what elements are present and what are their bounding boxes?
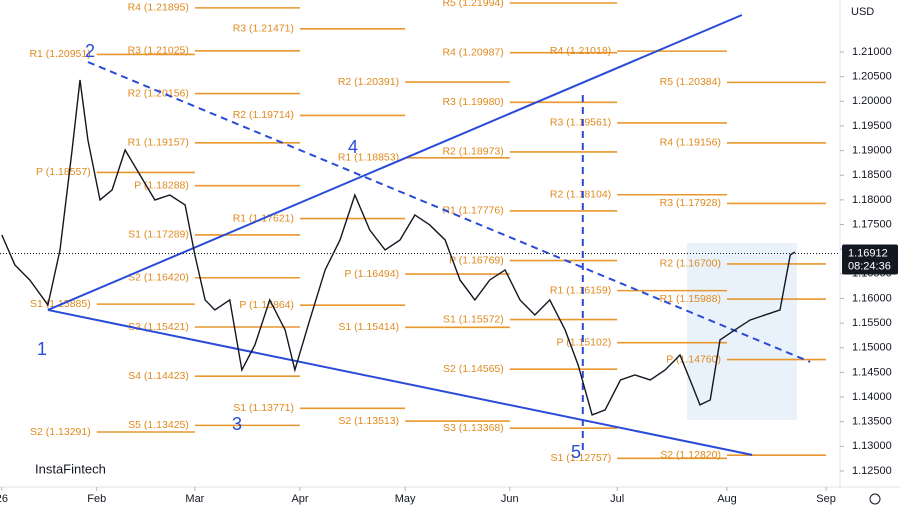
- y-tick-label: 1.17500: [852, 218, 892, 230]
- price: [1, 79, 796, 416]
- pivot-label: R2 (1.18104): [550, 189, 611, 201]
- pivot-label: R1 (1.20951): [29, 48, 90, 60]
- pivot-label: R3 (1.21471): [233, 23, 294, 35]
- y-tick-label: 1.19500: [852, 120, 892, 132]
- wave-label: 5: [571, 442, 581, 462]
- brand: InstaFintech: [35, 461, 106, 476]
- pivot-label: P (1.14760): [666, 353, 721, 365]
- pivot-label: R2 (1.18973): [442, 146, 503, 158]
- pivot-label: R1 (1.18853): [338, 152, 399, 164]
- pivot-label: R1 (1.19157): [128, 137, 189, 149]
- trendlines: [47, 14, 811, 456]
- y-tick-label: 1.15000: [852, 342, 892, 354]
- pivot-label: S1 (1.15414): [338, 321, 399, 333]
- y-tick-label: 1.13500: [852, 416, 892, 428]
- y-tick-label: 1.15500: [852, 317, 892, 329]
- trendline: [87, 61, 811, 363]
- x-tick-label: Aug: [717, 493, 737, 505]
- x-tick-label: Feb: [87, 493, 106, 505]
- pivot-label: R5 (1.21994): [442, 0, 503, 9]
- pivot-label: R4 (1.21895): [128, 2, 189, 14]
- volume-profile-zone: [687, 243, 797, 420]
- wave-label: 2: [85, 41, 95, 61]
- pivot-label: R3 (1.19980): [442, 96, 503, 108]
- x-tick-label: Jul: [610, 493, 624, 505]
- pivot-label: P (1.15864): [239, 299, 294, 311]
- pivot-label: P (1.16494): [344, 268, 399, 280]
- pivot-label: S2 (1.12820): [660, 449, 721, 461]
- pivot-label: S4 (1.14423): [128, 370, 189, 382]
- pivot-label: R2 (1.16700): [660, 258, 721, 270]
- pivot-label: S2 (1.13513): [338, 415, 399, 427]
- pivot-label: R4 (1.21018): [550, 45, 611, 57]
- pivot-label: S2 (1.16420): [128, 272, 189, 284]
- last-price-label: 1.16912: [848, 247, 888, 259]
- trendline: [47, 308, 753, 456]
- pivot-label: R3 (1.17928): [660, 197, 721, 209]
- pivot-label: R4 (1.19156): [660, 137, 721, 149]
- pivot-label: R1 (1.16159): [550, 284, 611, 296]
- y-tick-label: 1.20500: [852, 71, 892, 83]
- wave-label: 1: [37, 339, 47, 359]
- pivot-label: S1 (1.12757): [550, 452, 611, 464]
- pivot-label: P (1.18288): [134, 179, 189, 191]
- pivot-label: R1 (1.17776): [442, 205, 503, 217]
- last-price-box: [842, 244, 898, 275]
- y-tick-label: 1.19000: [852, 144, 892, 156]
- pivot-label: R5 (1.20384): [660, 76, 721, 88]
- x-tick-label: 26: [0, 493, 8, 505]
- pivot-label: R2 (1.19714): [233, 109, 294, 121]
- y-tick-label: 1.13000: [852, 440, 892, 452]
- settings-icon[interactable]: [869, 493, 881, 505]
- wave-label: 4: [348, 137, 358, 157]
- pivot-label: R3 (1.21025): [128, 45, 189, 57]
- pivot-label: S2 (1.14565): [443, 363, 504, 375]
- x-tick-label: Mar: [185, 493, 204, 505]
- wave-label: 3: [232, 414, 242, 434]
- pivot-label: S5 (1.13425): [128, 419, 189, 431]
- y-tick-label: 1.18000: [852, 194, 892, 206]
- pivot-label: S1 (1.13771): [233, 402, 294, 414]
- trendline: [47, 14, 743, 311]
- pivot-label: S1 (1.15572): [443, 313, 504, 325]
- y-tick-label: 1.18500: [852, 169, 892, 181]
- pivot-label: P (1.18557): [36, 166, 91, 178]
- axes: 1.12500 1.13000 1.13500 1.14000 1.14500 1.150…: [0, 46, 898, 505]
- countdown: 08:24:36: [848, 260, 891, 272]
- pivot-label: S3 (1.15421): [128, 321, 189, 333]
- y-tick-label: 1.16000: [852, 292, 892, 304]
- pivot-label: S3 (1.13368): [443, 422, 504, 434]
- pivot-label: P (1.16769): [449, 254, 504, 266]
- pivot-label: R3 (1.19561): [550, 117, 611, 129]
- pivot-label: P (1.15102): [557, 337, 612, 349]
- pivot-label: R2 (1.20391): [338, 76, 399, 88]
- pivot-label: R4 (1.20987): [442, 46, 503, 58]
- x-tick-label: May: [395, 493, 416, 505]
- price-line: [1, 79, 796, 416]
- x-tick-label: Sep: [816, 493, 836, 505]
- pivot-label: S1 (1.17289): [128, 229, 189, 241]
- y-tick-label: 1.14000: [852, 391, 892, 403]
- y-tick-label: 1.21000: [852, 46, 892, 58]
- pivot-label: R1 (1.15988): [660, 293, 721, 305]
- x-tick-label: Apr: [291, 493, 308, 505]
- y-tick-label: 1.20000: [852, 95, 892, 107]
- y-tick-label: 1.14500: [852, 366, 892, 378]
- brand-box: [28, 458, 108, 480]
- currency[interactable]: USD: [851, 6, 874, 18]
- pivot-label: R2 (1.20156): [128, 87, 189, 99]
- pivot-label: S2 (1.13291): [30, 426, 91, 438]
- x-tick-label: Jun: [501, 493, 519, 505]
- y-tick-label: 1.12500: [852, 465, 892, 477]
